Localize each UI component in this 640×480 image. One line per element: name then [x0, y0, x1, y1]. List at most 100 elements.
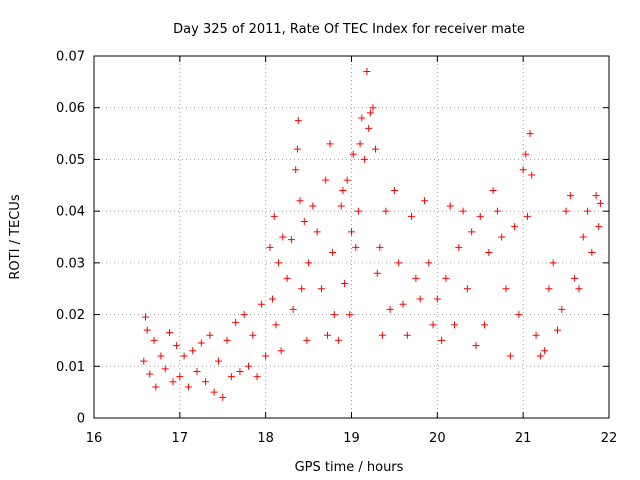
x-tick-label: 19	[343, 431, 360, 446]
data-point	[206, 331, 214, 339]
data-point	[579, 233, 587, 241]
data-point	[330, 311, 338, 319]
data-point	[140, 357, 148, 365]
data-point	[390, 186, 398, 194]
data-point	[549, 259, 557, 267]
data-point	[446, 202, 454, 210]
data-point	[176, 373, 184, 381]
data-point	[305, 259, 313, 267]
y-tick-label: 0.07	[56, 50, 85, 65]
data-point	[326, 140, 334, 148]
data-point	[150, 336, 158, 344]
x-tick-label: 18	[257, 431, 274, 446]
data-point	[294, 117, 302, 125]
data-point	[442, 274, 450, 282]
data-point	[378, 331, 386, 339]
data-point	[339, 186, 347, 194]
chart-title: Day 325 of 2011, Rate Of TEC Index for r…	[173, 22, 525, 37]
data-point	[193, 367, 201, 375]
data-point	[562, 207, 570, 215]
data-point	[341, 280, 349, 288]
data-point	[386, 305, 394, 313]
data-point	[245, 362, 252, 370]
data-point	[489, 186, 497, 194]
data-point	[266, 243, 274, 251]
data-point	[545, 285, 553, 293]
data-point	[240, 311, 248, 319]
data-point	[346, 311, 354, 319]
data-point	[596, 199, 604, 207]
data-point	[481, 321, 489, 329]
data-point	[498, 233, 506, 241]
data-point	[253, 373, 261, 381]
data-point	[366, 109, 374, 117]
data-point	[161, 365, 169, 373]
data-point	[172, 342, 180, 350]
data-point	[468, 228, 476, 236]
y-tick-label: 0	[77, 412, 85, 427]
data-point	[455, 243, 463, 251]
data-point	[298, 285, 306, 293]
data-point	[169, 378, 177, 386]
data-point	[558, 305, 566, 313]
data-point	[349, 150, 357, 158]
data-point	[522, 150, 530, 158]
data-point	[526, 130, 534, 138]
data-point	[335, 336, 343, 344]
data-point	[433, 295, 441, 303]
data-point	[528, 171, 536, 179]
data-point	[382, 207, 390, 215]
data-point	[269, 295, 277, 303]
data-point	[152, 383, 160, 391]
y-tick-label: 0.05	[56, 153, 85, 168]
data-point	[584, 207, 592, 215]
data-point	[365, 124, 373, 132]
y-tick-label: 0.04	[56, 205, 85, 220]
y-axis-label: ROTI / TECUs	[8, 194, 23, 279]
data-point	[348, 228, 355, 236]
data-point	[227, 373, 235, 381]
data-point	[275, 259, 283, 267]
data-point	[511, 223, 519, 231]
data-point	[232, 318, 240, 326]
data-point	[376, 243, 384, 251]
data-point	[189, 347, 197, 355]
x-tick-label: 17	[172, 431, 189, 446]
data-point	[373, 269, 381, 277]
data-point	[395, 259, 403, 267]
data-point	[289, 305, 297, 313]
data-point	[277, 347, 285, 355]
data-point	[166, 329, 174, 337]
data-point	[575, 285, 583, 293]
data-point	[463, 285, 471, 293]
data-point	[272, 321, 280, 329]
data-point	[142, 313, 149, 321]
data-point	[343, 176, 351, 184]
data-point	[592, 192, 600, 200]
data-point	[303, 336, 311, 344]
data-point	[223, 336, 231, 344]
data-point	[219, 393, 227, 401]
data-point	[595, 223, 603, 231]
data-point	[236, 367, 244, 375]
data-point	[184, 383, 192, 391]
data-point	[210, 388, 218, 396]
data-point	[399, 300, 407, 308]
data-point	[588, 249, 596, 257]
data-point	[566, 192, 574, 200]
data-point	[554, 326, 561, 334]
data-point	[287, 236, 295, 244]
data-point	[523, 212, 531, 220]
data-point	[515, 311, 523, 319]
data-point	[571, 274, 579, 282]
data-point	[519, 166, 527, 174]
data-point	[262, 352, 270, 360]
data-point	[438, 336, 446, 344]
data-points	[140, 68, 604, 401]
data-point	[412, 274, 420, 282]
data-point	[270, 212, 278, 220]
data-point	[214, 357, 222, 365]
data-point	[429, 321, 437, 329]
data-point	[356, 140, 364, 148]
data-point	[296, 197, 304, 205]
